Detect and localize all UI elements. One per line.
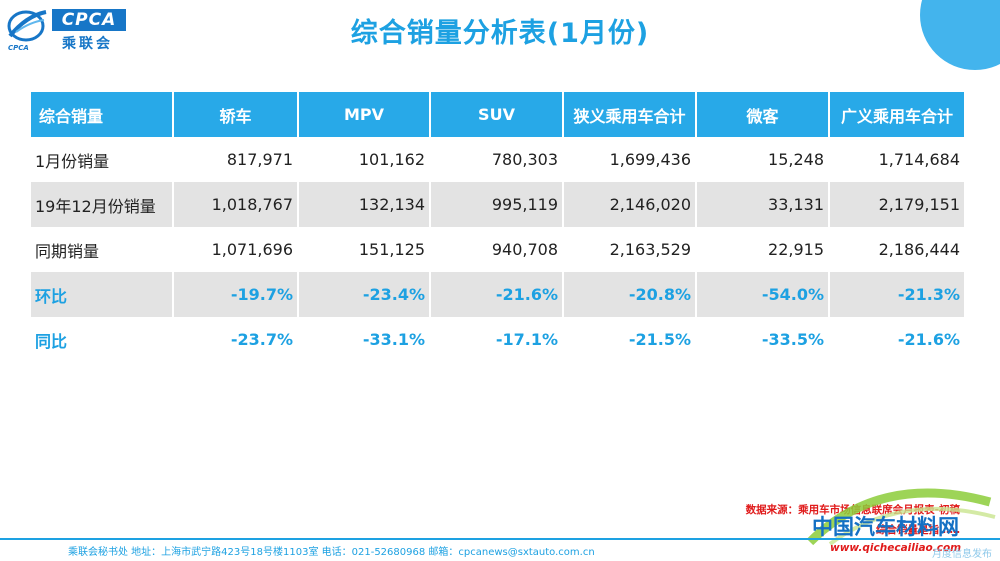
sales-table: 综合销量 轿车 MPV SUV 狭义乘用车合计 微客 广义乘用车合计 1月份销量… — [31, 92, 966, 362]
table-cell: 15,248 — [696, 137, 830, 182]
table-cell: 132,134 — [298, 182, 431, 227]
watermark-cn: 中国汽车材料网 — [812, 515, 959, 539]
row-label: 同比 — [31, 317, 174, 362]
table-cell: 940,708 — [430, 227, 564, 272]
logo-subtext: CPCA — [8, 44, 29, 52]
table-cell: -23.4% — [298, 272, 431, 317]
table-cell: 780,303 — [430, 137, 564, 182]
cpca-logo: CPCA 乘联会 CPCA — [6, 6, 136, 52]
table-cell: 151,125 — [298, 227, 431, 272]
table-cell: 33,131 — [696, 182, 830, 227]
footer-release-label: 月度信息发布 — [932, 549, 992, 560]
table-cell: 2,146,020 — [563, 182, 697, 227]
table-cell: -23.7% — [173, 317, 299, 362]
table-cell: 2,179,151 — [829, 182, 966, 227]
column-header: 综合销量 — [31, 92, 174, 137]
table-cell: 1,699,436 — [563, 137, 697, 182]
column-header: 广义乘用车合计 — [829, 92, 966, 137]
column-header: 轿车 — [173, 92, 299, 137]
logo-text-cn: 乘联会 — [62, 36, 113, 52]
table-cell: 1,018,767 — [173, 182, 299, 227]
logo-text-en: CPCA — [52, 9, 126, 31]
column-header: 狭义乘用车合计 — [563, 92, 697, 137]
page-title: 综合销量分析表(1月份) — [350, 18, 650, 49]
table-cell: -19.7% — [173, 272, 299, 317]
column-header: 微客 — [696, 92, 830, 137]
table-cell: -21.5% — [563, 317, 697, 362]
table-cell: -21.3% — [829, 272, 966, 317]
table-header-row: 综合销量 轿车 MPV SUV 狭义乘用车合计 微客 广义乘用车合计 — [31, 92, 966, 137]
table-cell: 995,119 — [430, 182, 564, 227]
definition-note: 综合销量是指…… — [876, 524, 960, 536]
table-cell: 2,186,444 — [829, 227, 966, 272]
footer-contact: 乘联会秘书处 地址：上海市武宁路423号18号楼1103室 电话：021-526… — [68, 547, 595, 558]
table-cell: -21.6% — [829, 317, 966, 362]
table-cell: -54.0% — [696, 272, 830, 317]
row-label: 同期销量 — [31, 227, 174, 272]
table-cell: 2,163,529 — [563, 227, 697, 272]
table-cell: -21.6% — [430, 272, 564, 317]
table-cell: -33.1% — [298, 317, 431, 362]
column-header: SUV — [430, 92, 564, 137]
row-label: 环比 — [31, 272, 174, 317]
watermark-url: www.qichecailiao.com — [830, 542, 961, 554]
table-cell: -20.8% — [563, 272, 697, 317]
footer-divider — [0, 538, 1000, 540]
row-label: 1月份销量 — [31, 137, 174, 182]
cpca-swoosh-icon — [7, 10, 47, 42]
table-row: 同比 -23.7% -33.1% -17.1% -21.5% -33.5% -2… — [31, 317, 966, 362]
table-row: 19年12月份销量 1,018,767 132,134 995,119 2,14… — [31, 182, 966, 227]
table-row: 1月份销量 817,971 101,162 780,303 1,699,436 … — [31, 137, 966, 182]
row-label: 19年12月份销量 — [31, 182, 174, 227]
table-cell: 817,971 — [173, 137, 299, 182]
table-cell: -17.1% — [430, 317, 564, 362]
table-cell: 1,714,684 — [829, 137, 966, 182]
table-row: 环比 -19.7% -23.4% -21.6% -20.8% -54.0% -2… — [31, 272, 966, 317]
column-header: MPV — [298, 92, 431, 137]
table-cell: -33.5% — [696, 317, 830, 362]
table-cell: 22,915 — [696, 227, 830, 272]
table-row: 同期销量 1,071,696 151,125 940,708 2,163,529… — [31, 227, 966, 272]
table-cell: 1,071,696 — [173, 227, 299, 272]
watermark-logo: 中国汽车材料网 www.qichecailiao.com — [806, 488, 996, 554]
table-cell: 101,162 — [298, 137, 431, 182]
